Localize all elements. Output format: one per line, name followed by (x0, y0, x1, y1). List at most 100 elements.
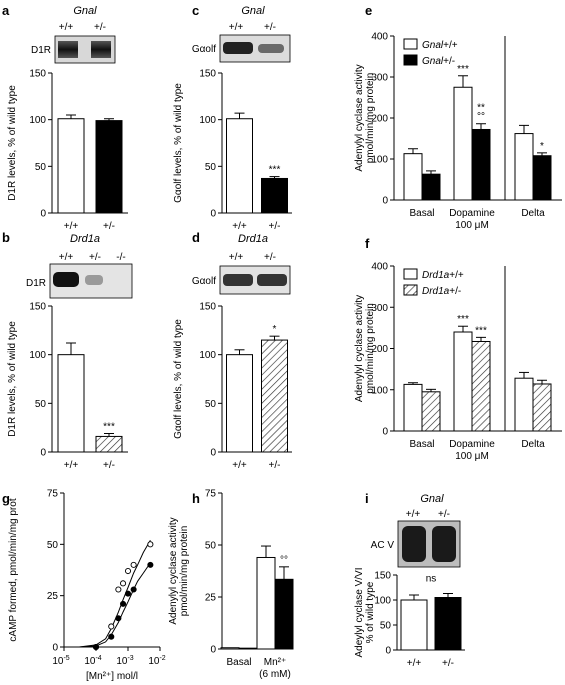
chart-f: 0 100 200 300 400 Adenylyl cyclase activity pm… (354, 262, 562, 462)
x-tick-label-d-1: +/- (269, 460, 281, 471)
bar-h-0-0 (220, 647, 240, 650)
blot-band-i-1 (402, 526, 426, 562)
y-axis-label-i-1: % of wild type (365, 581, 376, 643)
panel-letter-b: b (2, 230, 10, 245)
panel-letter-a: a (2, 3, 10, 18)
blot-label-a: D1R (31, 45, 51, 56)
chart-e: 0 100 200 300 400 Adenylyl cyclase activity pm… (354, 32, 562, 231)
y-tick-label-h-0: 0 (210, 645, 216, 656)
y-tick-label-g-1: 25 (47, 591, 59, 602)
x-tick-label-d-0: +/+ (232, 460, 247, 471)
y-axis-label-i-0: Adeylyl cyclase V/VI (354, 567, 365, 657)
y-tick-label-d-3: 150 (199, 302, 216, 313)
panel-letter-c: c (192, 3, 199, 18)
blot-genotype-b-1: +/+ (59, 252, 74, 263)
point-g-open-1 (108, 623, 115, 630)
y-tick-label-h-1: 25 (205, 593, 217, 604)
blot-genotype-i-1: +/+ (406, 509, 421, 520)
panel-d: d Drd1a +/+ +/- Gαolf 0 50 100 150 Gαolf lev… (173, 230, 292, 471)
y-axis-label-f-0: Adenylyl cyclase activity (354, 295, 365, 402)
panel-e: e 0 100 200 300 400 Adenylyl cyclase activity… (354, 3, 562, 231)
panel-letter-i: i (365, 491, 369, 506)
panel-a: a Gnal +/+ +/- D1R 0 50 100 150 D1R levels, … (2, 3, 128, 232)
panel-a-blot: +/+ +/- D1R (31, 22, 116, 64)
bar-h-1-0 (256, 556, 276, 650)
significance-e-1-1: ** (477, 103, 485, 114)
blot-genotype-a-1: +/+ (59, 22, 74, 33)
panel-c: c Gnal +/+ +/- Gαolf 0 50 100 150 Gαolf leve… (173, 3, 292, 232)
panel-i-blot: +/+ +/- AC V (371, 509, 461, 568)
chart-g: 0 25 50 75 10-5 10-4 10-3 10-2 [Mn²⁺] mol/l cAMP … (8, 489, 166, 683)
significance-ns-i: ns (426, 574, 437, 585)
x-tick-sublabel-h-1: (6 mM) (259, 669, 291, 680)
y-axis-label-d: Gαolf levels, % of wild type (173, 319, 184, 439)
y-tick-label-i-1: 50 (380, 621, 392, 632)
panel-d-blot: +/+ +/- Gαolf (192, 252, 291, 295)
y-axis-label-b: D1R levels, % of wild type (7, 321, 18, 437)
panel-d-title: Drd1a (238, 233, 268, 245)
significance-d-1: * (273, 324, 277, 335)
point-g-open-2 (115, 586, 122, 593)
bar-i-0 (400, 599, 428, 651)
panel-a-title: Gnal (73, 5, 97, 17)
significance-e-1-0: *** (457, 64, 469, 75)
blot-genotype-a-2: +/- (94, 22, 106, 33)
x-tick-sublabel-e-1: 100 μM (455, 220, 489, 231)
x-tick-label-i-1: +/- (442, 658, 454, 669)
y-tick-label-f-2: 200 (371, 344, 388, 355)
bar-b-1 (95, 435, 123, 453)
significance-f-1-0: *** (457, 314, 469, 325)
y-tick-label-a-1: 50 (35, 162, 47, 173)
bar-d-1 (261, 339, 288, 453)
y-tick-label-b-2: 100 (29, 350, 46, 361)
bar-e-2-0 (514, 133, 534, 201)
blot-label-c: Gαolf (192, 44, 216, 55)
bar-b-0 (57, 354, 85, 453)
y-tick-label-d-0: 0 (210, 448, 216, 459)
bar-e-1-1 (471, 128, 491, 201)
chart-d: 0 50 100 150 Gαolf levels, % of wild type +/+… (173, 302, 292, 471)
y-tick-label-c-1: 50 (205, 162, 217, 173)
y-tick-label-a-3: 150 (29, 69, 46, 80)
blot-band-a-1 (58, 41, 78, 58)
x-tick-label-c-1: +/- (269, 221, 281, 232)
y-tick-label-g-0: 0 (52, 643, 58, 654)
x-tick-label-g-0: 10-5 (52, 655, 69, 667)
point-g-open-4 (124, 567, 132, 575)
blot-band-c-1 (223, 42, 253, 54)
panel-letter-f: f (365, 236, 370, 251)
x-tick-label-c-0: +/+ (232, 221, 247, 232)
chart-a: 0 50 100 150 D1R levels, % of wild type +/+ +/… (7, 69, 128, 232)
y-tick-label-e-2: 200 (371, 114, 388, 125)
significance-c-1: *** (269, 165, 281, 176)
panel-g: g 0 25 50 75 10-5 10-4 10-3 10-2 [Mn²⁺] mol/l cAM… (2, 489, 166, 683)
y-axis-label-e-0: Adenylyl cyclase activity (354, 64, 365, 171)
point-g-filled-0 (92, 643, 100, 651)
bar-c-1 (261, 177, 288, 214)
y-axis-label-g: cAMP formed, pmol/min/mg prot (8, 498, 19, 641)
y-tick-label-e-3: 300 (371, 73, 388, 84)
y-axis-label-e-1: pmol/min/mg protein (365, 73, 376, 164)
fit-curve-g-open (79, 539, 151, 648)
blot-genotype-i-2: +/- (438, 509, 450, 520)
chart-h: 0 25 50 75 Adenylyl cyclase activity pmol/min… (168, 489, 294, 680)
bar-e-0-1 (421, 173, 441, 201)
blot-band-c-2 (258, 44, 284, 53)
y-tick-label-i-2: 100 (374, 596, 391, 607)
y-tick-label-f-1: 100 (371, 385, 388, 396)
panel-letter-h: h (192, 491, 200, 506)
y-tick-label-h-2: 50 (205, 541, 217, 552)
y-tick-label-g-3: 75 (47, 489, 59, 500)
y-tick-label-c-3: 150 (199, 69, 216, 80)
y-tick-label-f-0: 0 (382, 427, 388, 438)
point-g-filled-1 (108, 633, 115, 640)
x-tick-label-g-3: 10-2 (148, 655, 165, 667)
significance-b-1: *** (103, 422, 115, 433)
panel-letter-g: g (2, 491, 10, 506)
legend-swatch-e-1 (403, 54, 418, 66)
legend-label-e-1: Gnal+/- (422, 56, 455, 67)
bar-f-2-1 (532, 383, 552, 432)
x-tick-sublabel-f-1: 100 μM (455, 451, 489, 462)
panel-letter-e: e (365, 3, 372, 18)
bar-i-1 (434, 597, 462, 651)
